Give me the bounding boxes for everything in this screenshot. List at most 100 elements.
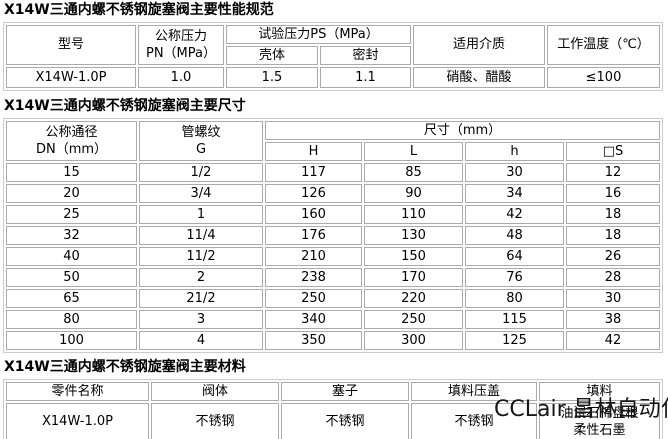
cell-body-material: 不锈钢 bbox=[151, 403, 279, 439]
dim-cell-H: 117 bbox=[265, 163, 362, 182]
dim-cell-L: 90 bbox=[364, 184, 463, 203]
header-pipe-thread: 管螺纹 G bbox=[139, 121, 263, 161]
performance-table: 型号 公称压力 PN（MPa） 试验压力PS（MPa） 适用介质 工作温度（℃）… bbox=[3, 22, 663, 91]
cell-plug-material: 不锈钢 bbox=[281, 403, 409, 439]
header-part-name: 零件名称 bbox=[6, 382, 149, 401]
header-L: L bbox=[364, 142, 463, 161]
cell-medium: 硝酸、醋酸 bbox=[413, 67, 545, 88]
header-packing: 填料 bbox=[539, 382, 660, 401]
dim-cell-g: 1/2 bbox=[139, 163, 263, 182]
dim-cell-dn: 25 bbox=[6, 205, 137, 224]
dim-cell-dn: 50 bbox=[6, 268, 137, 287]
dim-row: 32 11/4 176 130 48 18 bbox=[6, 226, 661, 245]
dim-cell-dn: 80 bbox=[6, 310, 137, 329]
cell-packing-material-line1: 油浸石棉盘根 bbox=[560, 406, 639, 421]
dim-cell-H: 160 bbox=[265, 205, 362, 224]
dim-cell-g: 2 bbox=[139, 268, 263, 287]
header-gland: 填料压盖 bbox=[411, 382, 537, 401]
header-nominal-pressure-line2: PN（MPa） bbox=[145, 46, 216, 61]
cell-packing-material: 油浸石棉盘根 柔性石墨 bbox=[539, 403, 660, 439]
dim-cell-S: 38 bbox=[566, 310, 661, 329]
dim-cell-g: 4 bbox=[139, 331, 263, 350]
header-nominal-pressure: 公称压力 PN（MPa） bbox=[138, 25, 224, 65]
dim-row: 65 21/2 250 220 80 30 bbox=[6, 289, 661, 308]
dim-cell-h: 42 bbox=[465, 205, 564, 224]
materials-section-title: X14W三通内螺不锈钢旋塞阀主要材料 bbox=[4, 359, 246, 375]
header-valve-body: 阀体 bbox=[151, 382, 279, 401]
header-working-temp: 工作温度（℃） bbox=[547, 25, 660, 65]
header-test-pressure: 试验压力PS（MPa） bbox=[226, 25, 411, 44]
dim-cell-g: 11/2 bbox=[139, 247, 263, 266]
dim-cell-L: 110 bbox=[364, 205, 463, 224]
dim-cell-h: 76 bbox=[465, 268, 564, 287]
dim-row: 25 1 160 110 42 18 bbox=[6, 205, 661, 224]
dim-cell-H: 250 bbox=[265, 289, 362, 308]
dim-cell-L: 130 bbox=[364, 226, 463, 245]
header-dn-line1: 公称通径 bbox=[45, 125, 98, 140]
dim-cell-H: 238 bbox=[265, 268, 362, 287]
dim-cell-g: 1 bbox=[139, 205, 263, 224]
dim-cell-g: 3/4 bbox=[139, 184, 263, 203]
dim-cell-L: 170 bbox=[364, 268, 463, 287]
dim-cell-h: 115 bbox=[465, 310, 564, 329]
dim-cell-h: 125 bbox=[465, 331, 564, 350]
dim-cell-S: 18 bbox=[566, 205, 661, 224]
header-pipe-thread-line1: 管螺纹 bbox=[181, 125, 221, 140]
dim-cell-dn: 100 bbox=[6, 331, 137, 350]
header-model: 型号 bbox=[6, 25, 136, 65]
header-size-group: 尺寸（mm） bbox=[265, 121, 661, 140]
dim-cell-S: 28 bbox=[566, 268, 661, 287]
dim-row: 50 2 238 170 76 28 bbox=[6, 268, 661, 287]
materials-table: 零件名称 阀体 塞子 填料压盖 填料 X14W-1.0P 不锈钢 不锈钢 不锈钢… bbox=[3, 379, 663, 439]
dim-cell-g: 11/4 bbox=[139, 226, 263, 245]
dimensions-table: 公称通径 DN（mm） 管螺纹 G 尺寸（mm） H L h □S 15 1/2… bbox=[3, 118, 664, 353]
dim-row: 80 3 340 250 115 38 bbox=[6, 310, 661, 329]
header-plug: 塞子 bbox=[281, 382, 409, 401]
dim-cell-h: 48 bbox=[465, 226, 564, 245]
header-medium: 适用介质 bbox=[413, 25, 545, 65]
cell-pn: 1.0 bbox=[138, 67, 224, 88]
dim-cell-H: 176 bbox=[265, 226, 362, 245]
dim-cell-L: 220 bbox=[364, 289, 463, 308]
header-shell: 壳体 bbox=[226, 46, 318, 65]
dim-cell-S: 16 bbox=[566, 184, 661, 203]
dim-row: 40 11/2 210 150 64 26 bbox=[6, 247, 661, 266]
dim-cell-L: 85 bbox=[364, 163, 463, 182]
dim-cell-H: 210 bbox=[265, 247, 362, 266]
cell-model: X14W-1.0P bbox=[6, 67, 136, 88]
dim-cell-S: 26 bbox=[566, 247, 661, 266]
header-pipe-thread-line2: G bbox=[195, 142, 207, 157]
dim-row: 100 4 350 300 125 42 bbox=[6, 331, 661, 350]
cell-packing-material-line2: 柔性石墨 bbox=[573, 423, 626, 438]
dim-cell-dn: 65 bbox=[6, 289, 137, 308]
header-nominal-pressure-line1: 公称压力 bbox=[154, 29, 207, 44]
dim-cell-g: 3 bbox=[139, 310, 263, 329]
header-dn: 公称通径 DN（mm） bbox=[6, 121, 137, 161]
dim-row: 15 1/2 117 85 30 12 bbox=[6, 163, 661, 182]
dim-cell-L: 250 bbox=[364, 310, 463, 329]
dimensions-section-title: X14W三通内螺不锈钢旋塞阀主要尺寸 bbox=[4, 98, 246, 114]
dim-cell-S: 30 bbox=[566, 289, 661, 308]
cell-shell: 1.5 bbox=[226, 67, 318, 88]
header-seal: 密封 bbox=[320, 46, 411, 65]
dim-cell-dn: 32 bbox=[6, 226, 137, 245]
header-dn-line2: DN（mm） bbox=[35, 142, 108, 157]
cell-seal: 1.1 bbox=[320, 67, 411, 88]
dim-cell-g: 21/2 bbox=[139, 289, 263, 308]
cell-gland-material: 不锈钢 bbox=[411, 403, 537, 439]
performance-data-row: X14W-1.0P 1.0 1.5 1.1 硝酸、醋酸 ≤100 bbox=[6, 67, 660, 88]
header-H: H bbox=[265, 142, 362, 161]
dim-cell-h: 64 bbox=[465, 247, 564, 266]
cell-part-model: X14W-1.0P bbox=[6, 403, 149, 439]
dim-cell-H: 340 bbox=[265, 310, 362, 329]
header-S: □S bbox=[566, 142, 661, 161]
dim-row: 20 3/4 126 90 34 16 bbox=[6, 184, 661, 203]
dim-cell-L: 300 bbox=[364, 331, 463, 350]
dim-cell-h: 34 bbox=[465, 184, 564, 203]
dim-cell-S: 18 bbox=[566, 226, 661, 245]
materials-data-row: X14W-1.0P 不锈钢 不锈钢 不锈钢 油浸石棉盘根 柔性石墨 bbox=[6, 403, 660, 439]
dim-cell-S: 12 bbox=[566, 163, 661, 182]
cell-temp: ≤100 bbox=[547, 67, 660, 88]
dim-cell-H: 126 bbox=[265, 184, 362, 203]
